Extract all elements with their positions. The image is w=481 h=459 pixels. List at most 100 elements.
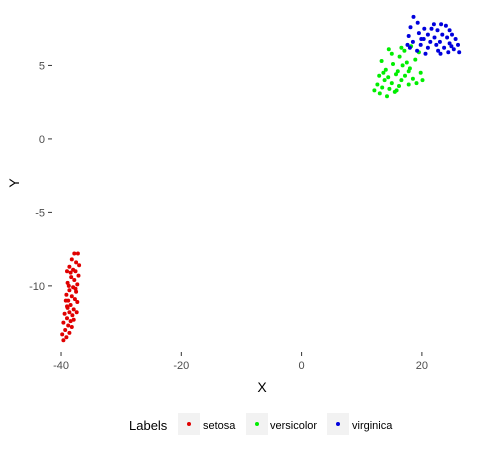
x-tick-label: -20	[173, 360, 189, 372]
point-virginica	[436, 48, 441, 53]
point-setosa	[75, 300, 80, 304]
point-setosa	[72, 297, 77, 302]
point-virginica	[408, 25, 413, 30]
point-setosa	[66, 323, 71, 328]
point-setosa	[67, 330, 72, 335]
point-virginica	[410, 39, 415, 44]
point-setosa	[65, 280, 70, 285]
y-tick-label: -5	[35, 207, 45, 219]
point-virginica	[418, 42, 423, 47]
point-versicolor	[406, 69, 411, 74]
point-virginica	[440, 32, 445, 37]
point-virginica	[445, 35, 450, 40]
point-setosa	[69, 294, 74, 299]
point-versicolor	[410, 76, 415, 81]
point-setosa	[71, 267, 76, 272]
y-tick-label: -10	[29, 281, 45, 293]
point-setosa	[62, 311, 67, 316]
point-versicolor	[413, 57, 418, 62]
point-virginica	[435, 28, 440, 33]
y-tick-label: 0	[39, 134, 45, 146]
point-versicolor	[383, 67, 388, 72]
legend-label-virginica: virginica	[352, 420, 393, 432]
point-versicolor	[402, 48, 407, 53]
point-setosa	[65, 305, 70, 310]
point-virginica	[406, 34, 411, 38]
point-setosa	[67, 264, 72, 269]
legend-label-versicolor: versicolor	[270, 420, 317, 432]
point-setosa	[64, 292, 69, 297]
point-setosa	[63, 328, 68, 332]
point-setosa	[69, 325, 74, 329]
point-virginica	[457, 50, 462, 55]
point-setosa	[65, 269, 69, 274]
legend-symbol-virginica	[336, 422, 340, 426]
point-setosa	[64, 335, 69, 340]
point-versicolor	[397, 84, 401, 88]
point-virginica	[450, 32, 454, 37]
point-virginica	[439, 22, 444, 27]
point-virginica	[415, 48, 420, 53]
point-virginica	[456, 42, 460, 47]
point-virginica	[434, 42, 439, 47]
point-virginica	[446, 50, 451, 55]
point-versicolor	[377, 91, 382, 96]
point-virginica	[447, 41, 452, 46]
point-virginica	[438, 51, 443, 56]
point-setosa	[67, 310, 72, 315]
point-virginica	[416, 31, 421, 36]
point-setosa	[68, 270, 73, 275]
point-virginica	[432, 35, 437, 40]
point-setosa	[71, 317, 76, 322]
point-versicolor	[391, 62, 395, 66]
point-setosa	[72, 278, 77, 282]
point-setosa	[75, 282, 80, 287]
legend-title: Labels	[129, 418, 168, 433]
y-tick-label: 5	[39, 60, 45, 72]
legend-label-setosa: setosa	[203, 420, 236, 432]
point-versicolor	[406, 82, 411, 87]
point-versicolor	[397, 54, 402, 59]
point-virginica	[451, 47, 456, 52]
point-versicolor	[400, 63, 405, 68]
point-versicolor	[420, 78, 425, 83]
point-virginica	[449, 44, 454, 49]
point-virginica	[428, 39, 433, 44]
point-virginica	[437, 39, 442, 44]
point-versicolor	[403, 73, 407, 78]
point-setosa	[77, 263, 82, 268]
point-virginica	[405, 42, 410, 47]
point-versicolor	[386, 75, 391, 80]
point-versicolor	[399, 45, 404, 50]
point-virginica	[453, 37, 458, 41]
point-setosa	[68, 303, 73, 307]
point-setosa	[68, 319, 73, 324]
point-setosa	[66, 283, 71, 288]
point-versicolor	[385, 94, 389, 99]
point-versicolor	[375, 82, 380, 87]
legend-symbol-setosa	[187, 422, 191, 426]
point-setosa	[65, 316, 69, 321]
point-versicolor	[381, 70, 386, 75]
point-versicolor	[389, 51, 394, 56]
point-virginica	[407, 45, 412, 50]
x-axis-title: X	[257, 379, 267, 395]
point-versicolor	[395, 69, 400, 74]
point-versicolor	[380, 85, 385, 90]
point-setosa	[69, 257, 74, 262]
point-setosa	[71, 307, 76, 312]
point-setosa	[76, 273, 81, 278]
point-virginica	[423, 51, 428, 56]
point-setosa	[74, 310, 79, 315]
point-versicolor	[377, 73, 382, 78]
point-setosa	[72, 251, 77, 256]
point-virginica	[447, 28, 452, 33]
point-versicolor	[394, 72, 398, 77]
point-virginica	[415, 20, 420, 25]
point-virginica	[422, 26, 427, 31]
y-axis-title: Y	[6, 178, 22, 188]
axis-ticks: -40 -20 0 20 -10 -5 0 5	[29, 60, 428, 372]
point-versicolor	[394, 88, 399, 93]
x-tick-label: 20	[416, 360, 428, 372]
